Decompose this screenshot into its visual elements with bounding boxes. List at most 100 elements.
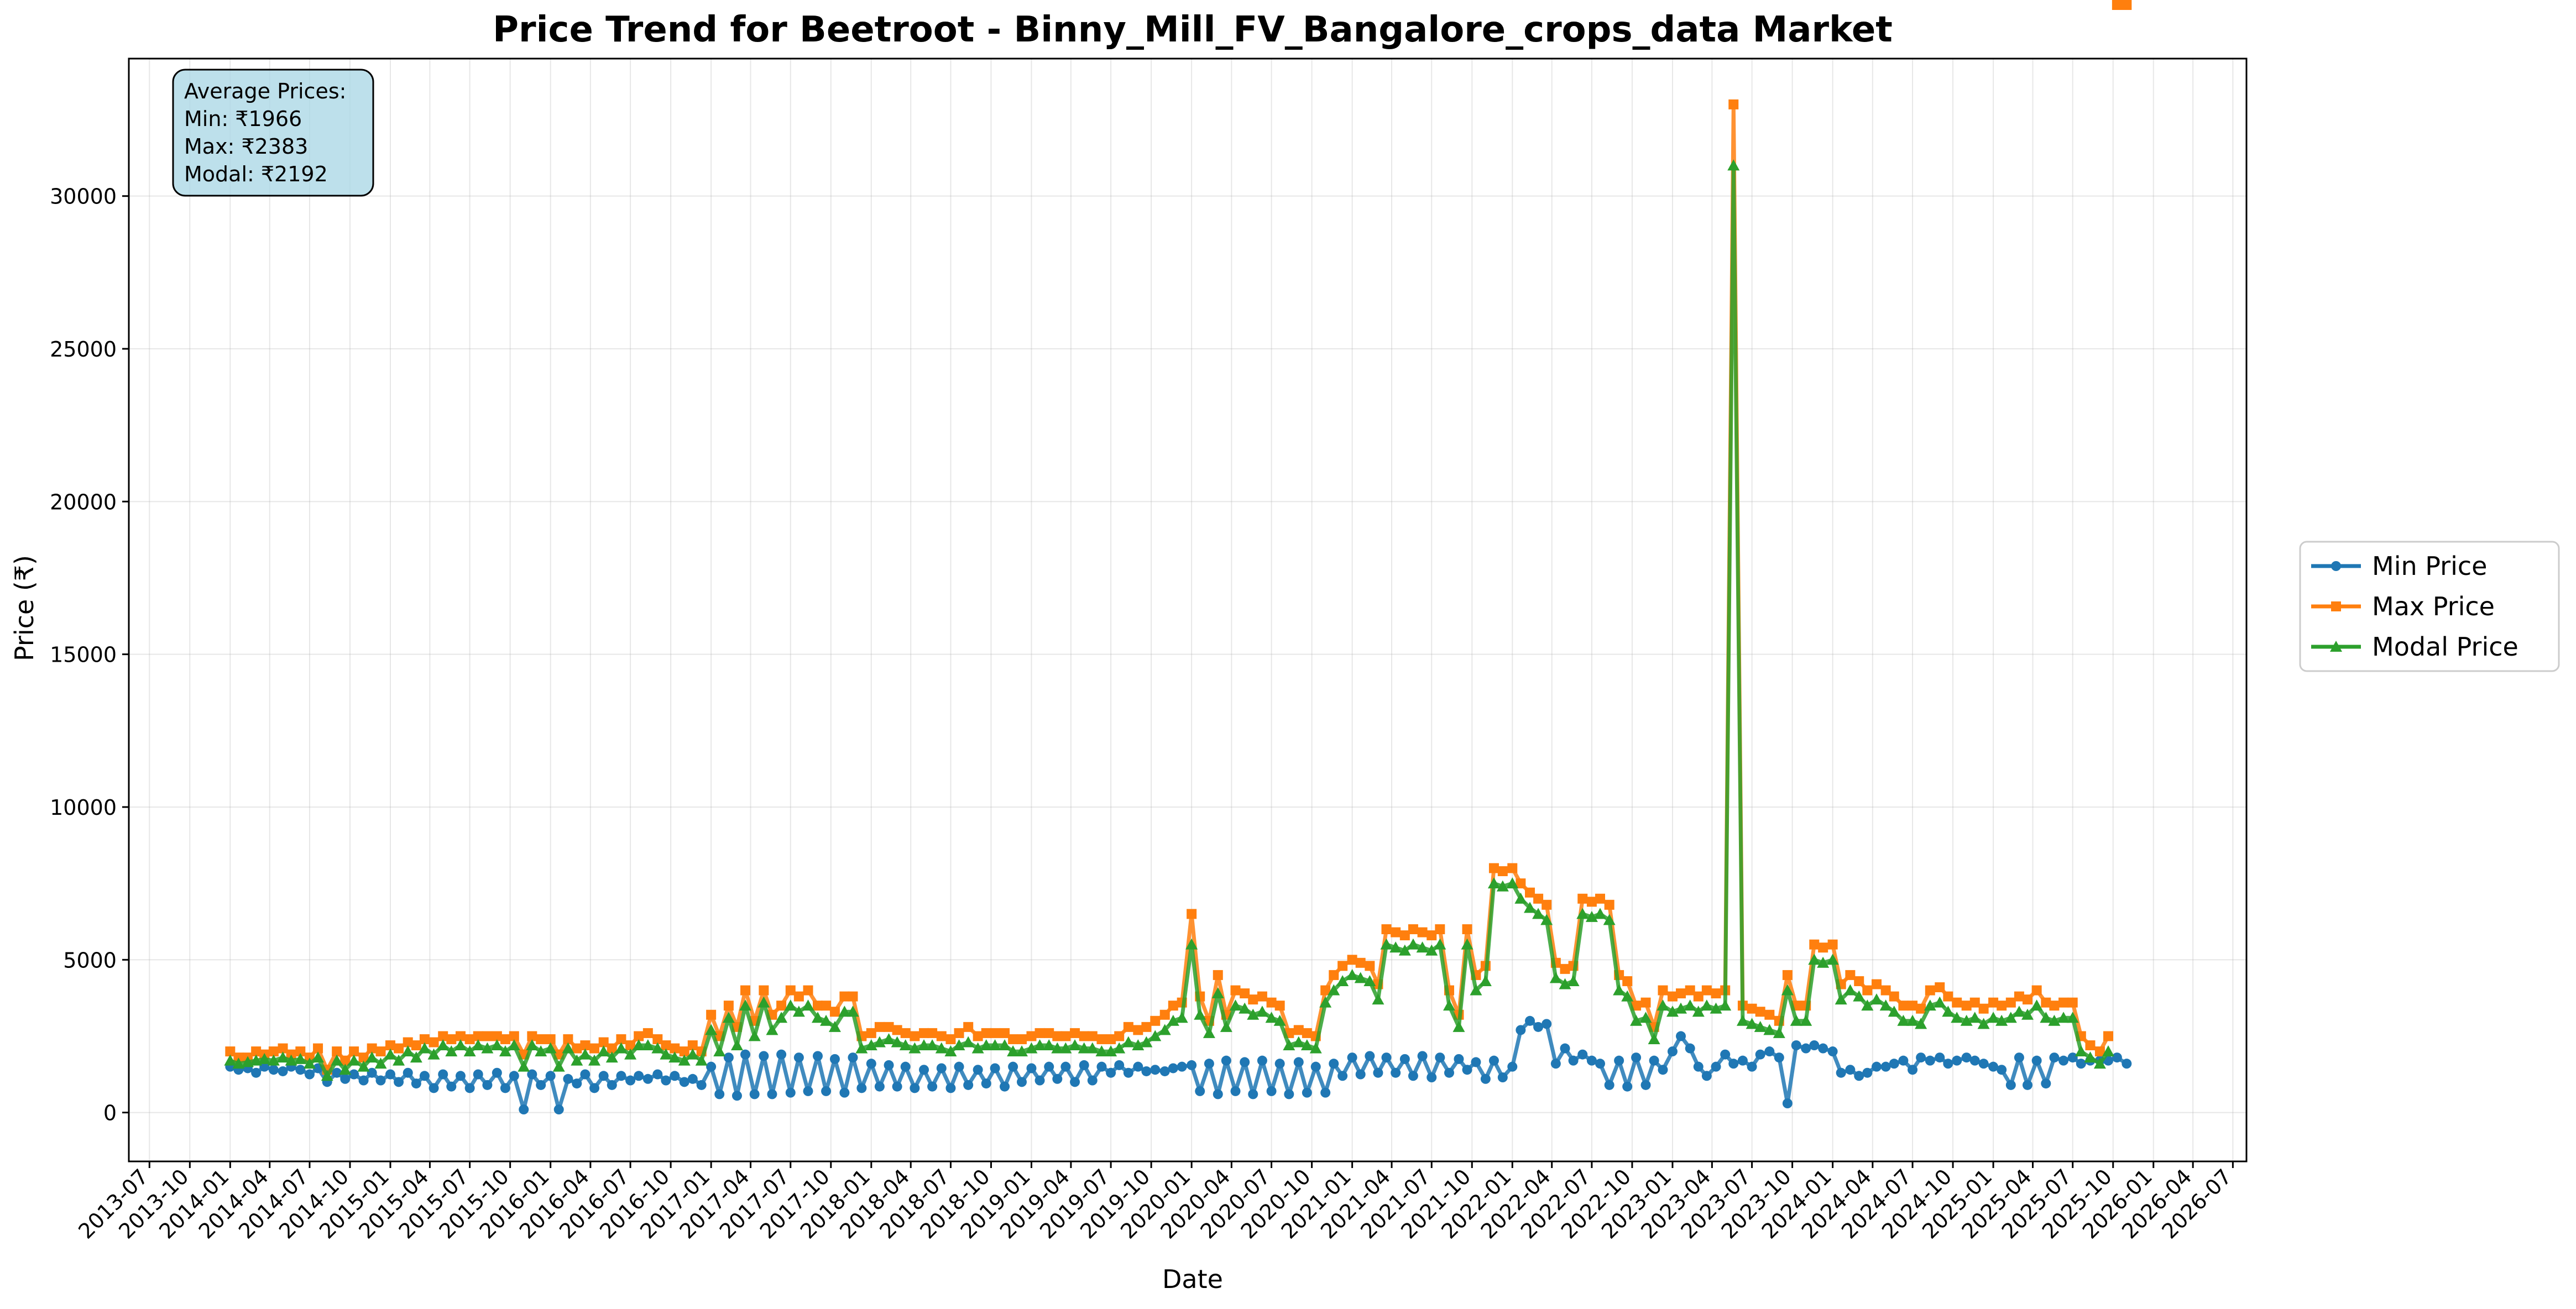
data-point [1087,1075,1098,1086]
data-point [2048,1014,2061,1026]
data-point [607,1080,617,1090]
data-point [419,1071,430,1081]
data-point [811,1012,824,1023]
data-point [1159,1009,1170,1020]
data-point [1220,1020,1232,1032]
data-point [1052,1031,1063,1041]
data-point [276,1051,289,1063]
data-point [802,999,814,1011]
data-point [882,1033,895,1044]
data-point [1827,939,1838,950]
data-point [545,1034,556,1044]
data-point [1399,930,1410,941]
data-point [1934,996,1946,1008]
data-point [1000,1081,1010,1092]
data-point [828,1020,841,1032]
data-point [1888,1006,1900,1017]
data-point [1693,1061,1704,1072]
data-point [1746,1018,1758,1029]
data-point [1435,1053,1445,1063]
data-point [829,1054,840,1064]
data-point [670,1043,680,1054]
legend-max-marker [2331,601,2341,611]
stats-box: Average Prices: Min: ₹1966 Max: ₹2383 Mo… [172,69,374,197]
data-point [1221,1055,1231,1066]
data-point [2049,1001,2060,1011]
y-axis: 0 5000 10000 15000 20000 25000 30000 [50,185,129,1125]
data-point [1425,944,1438,956]
data-point [1809,1040,1820,1050]
data-point [527,1069,537,1080]
data-point [481,1042,494,1054]
data-point [1034,1075,1045,1086]
data-point [891,1036,903,1048]
data-point [1346,968,1358,980]
data-point [1060,1061,1071,1072]
data-point [1106,1034,1116,1044]
data-point [1935,1053,1945,1063]
data-point [437,1039,450,1050]
data-point [1532,908,1545,919]
data-point [1159,1066,1170,1076]
data-point [233,1053,244,1063]
data-point [1862,1067,1873,1078]
data-point [1818,943,1828,953]
data-point [445,1045,458,1057]
data-point [1016,1045,1028,1057]
data-point [1372,993,1384,1005]
data-point [847,1006,859,1017]
data-point [1497,866,1508,876]
data-point [597,1045,610,1057]
data-point [1070,1028,1080,1038]
data-point [1817,956,1830,968]
data-point [2021,1008,2034,1020]
data-point [1736,1014,1749,1026]
data-point [884,1060,894,1070]
data-point [2103,1031,2114,1041]
data-point [358,1075,369,1086]
data-point [509,1031,519,1041]
data-point [633,1039,645,1050]
data-point [1479,975,1492,986]
data-point [1826,954,1839,965]
data-point [1871,979,1882,989]
data-point [935,1042,948,1054]
data-point [438,1069,448,1080]
data-point [1978,1059,1989,1069]
data-point [652,1069,663,1080]
data-point [1782,970,1793,980]
data-point [1925,985,1935,996]
data-point [696,1080,707,1090]
data-point [1506,877,1519,889]
legend: Min Price Max Price Modal Price [2299,541,2560,672]
data-point [1113,1042,1126,1054]
data-point [1328,984,1340,996]
data-point [1720,1049,1731,1060]
data-point [1568,1055,1579,1066]
data-point [571,1054,583,1066]
data-point [1302,1028,1312,1038]
data-point [963,1080,974,1090]
data-point [651,1042,664,1054]
data-point [1150,1015,1161,1026]
data-point [1897,1014,1910,1026]
data-point [661,1075,671,1086]
data-point [1854,1071,1864,1081]
data-point [1755,1049,1765,1060]
data-point [820,1014,833,1026]
data-point [385,1040,395,1050]
data-point [1585,910,1598,922]
data-point [625,1040,636,1050]
data-point [2067,997,2078,1008]
data-point [1150,1065,1161,1075]
data-point [1391,1067,1401,1078]
data-point [1754,1020,1767,1032]
data-point [1185,938,1198,950]
data-point [1969,1055,1980,1066]
data-point [267,1054,280,1066]
data-point [358,1053,369,1063]
data-point [563,1034,573,1044]
data-point [2085,1040,2096,1050]
data-point [652,1034,663,1044]
